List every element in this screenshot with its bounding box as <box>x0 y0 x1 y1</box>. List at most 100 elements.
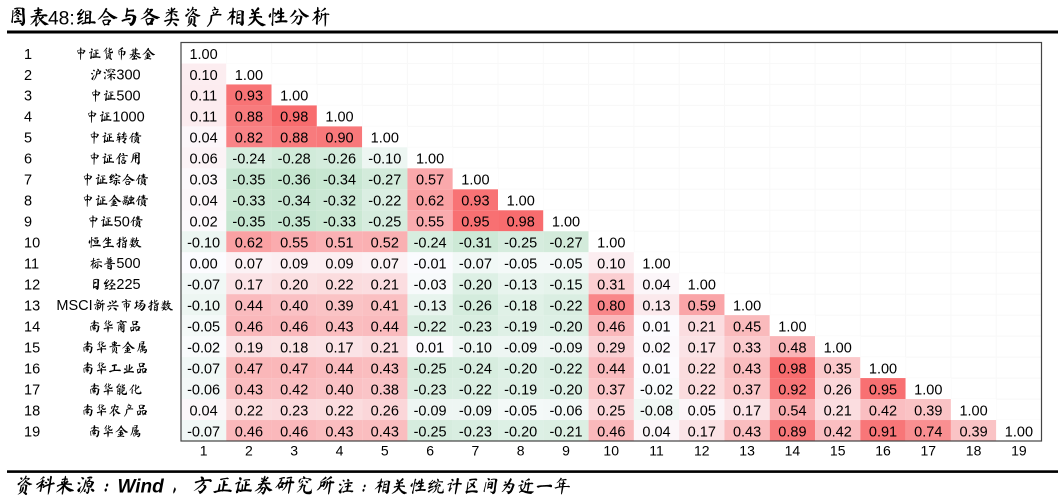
svg-text:14: 14 <box>785 442 801 458</box>
svg-text:-0.07: -0.07 <box>187 278 220 294</box>
svg-text:5: 5 <box>24 131 32 147</box>
svg-text:0.07: 0.07 <box>235 257 263 273</box>
svg-text:1.00: 1.00 <box>280 89 308 105</box>
svg-text:500: 500 <box>116 88 140 104</box>
svg-text:-0.20: -0.20 <box>504 424 537 440</box>
svg-text:18: 18 <box>24 403 40 419</box>
svg-text:1000: 1000 <box>112 109 144 125</box>
svg-text:0.98: 0.98 <box>507 215 535 231</box>
svg-text:-0.18: -0.18 <box>504 299 537 315</box>
svg-text:1.00: 1.00 <box>869 361 897 377</box>
svg-text:0.11: 0.11 <box>190 110 217 126</box>
svg-text:0.17: 0.17 <box>688 424 716 440</box>
svg-text:0.20: 0.20 <box>280 278 308 294</box>
svg-text:0.57: 0.57 <box>416 173 444 189</box>
svg-text:-0.06: -0.06 <box>187 382 220 398</box>
svg-text:0.07: 0.07 <box>371 257 399 273</box>
svg-text:-0.03: -0.03 <box>414 278 447 294</box>
svg-text:-0.08: -0.08 <box>640 403 673 419</box>
svg-text:-0.22: -0.22 <box>549 299 582 315</box>
svg-text:300: 300 <box>116 68 140 84</box>
svg-text:0.17: 0.17 <box>733 403 761 419</box>
svg-text:-0.31: -0.31 <box>459 236 492 252</box>
svg-text:0.25: 0.25 <box>597 403 625 419</box>
svg-text:0.43: 0.43 <box>325 319 353 335</box>
svg-text:19: 19 <box>1011 442 1027 458</box>
svg-text:0.88: 0.88 <box>235 110 263 126</box>
svg-text:-0.01: -0.01 <box>414 257 447 273</box>
svg-text:-0.10: -0.10 <box>368 152 401 168</box>
svg-text:13: 13 <box>739 442 755 458</box>
svg-text:0.04: 0.04 <box>642 278 670 294</box>
svg-text:-0.09: -0.09 <box>504 340 537 356</box>
svg-text:0.42: 0.42 <box>869 403 897 419</box>
svg-text:0.46: 0.46 <box>280 424 308 440</box>
svg-text:Wind: Wind <box>118 477 165 498</box>
svg-text:1.00: 1.00 <box>959 403 987 419</box>
svg-text:0.22: 0.22 <box>325 403 353 419</box>
svg-text:-0.25: -0.25 <box>414 424 447 440</box>
svg-text:0.06: 0.06 <box>189 152 217 168</box>
svg-text:0.18: 0.18 <box>280 340 308 356</box>
svg-text:18: 18 <box>966 442 982 458</box>
svg-text:0.00: 0.00 <box>189 257 217 273</box>
svg-text:0.45: 0.45 <box>733 319 761 335</box>
svg-text:-0.35: -0.35 <box>232 215 265 231</box>
svg-text:0.09: 0.09 <box>280 257 308 273</box>
svg-text:8: 8 <box>24 194 32 210</box>
svg-text:-0.07: -0.07 <box>459 257 492 273</box>
svg-text:-0.33: -0.33 <box>323 215 356 231</box>
svg-text:-0.21: -0.21 <box>549 424 582 440</box>
svg-text:0.90: 0.90 <box>325 131 353 147</box>
svg-text:-0.22: -0.22 <box>368 194 401 210</box>
svg-text:0.19: 0.19 <box>235 340 263 356</box>
svg-text:0.43: 0.43 <box>371 424 399 440</box>
svg-text:19: 19 <box>24 424 40 440</box>
svg-text:0.62: 0.62 <box>416 194 444 210</box>
svg-text:0.82: 0.82 <box>235 131 263 147</box>
svg-text:1.00: 1.00 <box>235 68 263 84</box>
svg-text:-0.20: -0.20 <box>504 361 537 377</box>
svg-text:-0.24: -0.24 <box>459 361 492 377</box>
svg-text:-0.09: -0.09 <box>549 340 582 356</box>
svg-text:0.98: 0.98 <box>280 110 308 126</box>
svg-text:-0.02: -0.02 <box>187 340 220 356</box>
svg-text:-0.10: -0.10 <box>187 299 220 315</box>
svg-text:0.93: 0.93 <box>235 89 263 105</box>
svg-text:-0.19: -0.19 <box>504 319 537 335</box>
svg-text:10: 10 <box>603 442 619 458</box>
svg-text:-0.32: -0.32 <box>323 194 356 210</box>
svg-text:0.21: 0.21 <box>688 319 716 335</box>
svg-text:-0.15: -0.15 <box>549 278 582 294</box>
svg-text:0.47: 0.47 <box>235 361 263 377</box>
svg-text:0.43: 0.43 <box>235 382 263 398</box>
svg-text:1.00: 1.00 <box>461 173 489 189</box>
svg-text:0.39: 0.39 <box>325 299 353 315</box>
svg-text:12: 12 <box>24 278 40 294</box>
svg-text:0.22: 0.22 <box>325 278 353 294</box>
svg-text:16: 16 <box>875 442 891 458</box>
svg-text:0.22: 0.22 <box>688 361 716 377</box>
svg-text:8: 8 <box>517 442 525 458</box>
svg-text:1.00: 1.00 <box>371 131 399 147</box>
svg-text:0.02: 0.02 <box>189 215 217 231</box>
svg-text:-0.05: -0.05 <box>549 257 582 273</box>
svg-text:10: 10 <box>24 236 40 252</box>
svg-text:-0.22: -0.22 <box>414 319 447 335</box>
svg-text:0.04: 0.04 <box>189 403 217 419</box>
svg-text:0.01: 0.01 <box>642 361 670 377</box>
svg-text:0.46: 0.46 <box>597 319 625 335</box>
svg-text:48:: 48: <box>48 8 75 29</box>
svg-text:0.46: 0.46 <box>235 319 263 335</box>
svg-text:0.22: 0.22 <box>235 403 263 419</box>
svg-text:1.00: 1.00 <box>778 319 806 335</box>
svg-text:0.04: 0.04 <box>189 194 217 210</box>
svg-text:0.04: 0.04 <box>189 131 217 147</box>
svg-text:1.00: 1.00 <box>507 194 535 210</box>
svg-text:0.44: 0.44 <box>597 361 625 377</box>
svg-text:1.00: 1.00 <box>824 340 852 356</box>
svg-text:MSCI: MSCI <box>56 298 92 314</box>
svg-text:-0.27: -0.27 <box>549 236 582 252</box>
svg-text:-0.27: -0.27 <box>368 173 401 189</box>
svg-text:-0.19: -0.19 <box>504 382 537 398</box>
